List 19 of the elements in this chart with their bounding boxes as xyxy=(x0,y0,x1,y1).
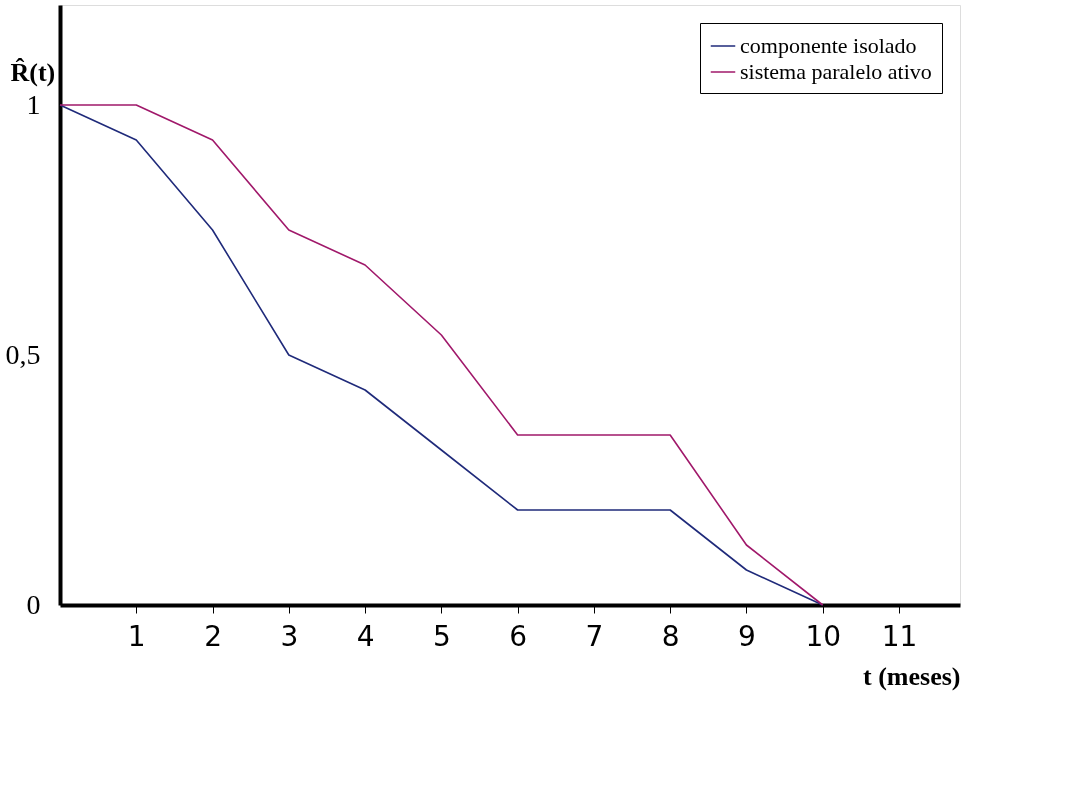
x-tick-label: 1 xyxy=(127,619,146,653)
x-tick-label: 6 xyxy=(509,619,528,653)
x-axis-title: t (meses) xyxy=(863,661,961,691)
y-axis-title: R̂(t) xyxy=(10,57,56,87)
x-tick-label: 2 xyxy=(204,619,222,653)
x-tick-label: 5 xyxy=(432,619,451,653)
x-tick-label: 4 xyxy=(356,619,375,653)
x-tick-label: 11 xyxy=(881,619,918,653)
x-tick-label: 10 xyxy=(805,619,842,653)
legend-label: componente isolado xyxy=(740,33,917,58)
line-series xyxy=(59,104,824,606)
legend-label: sistema paralelo ativo xyxy=(740,59,932,84)
y-tick-label: 1 xyxy=(26,88,41,120)
y-tick-label: 0,5 xyxy=(5,338,41,370)
x-tick-label: 7 xyxy=(585,619,604,653)
x-tick-label: 8 xyxy=(661,619,680,653)
y-tick-label: 0 xyxy=(26,588,41,620)
x-tick-label: 3 xyxy=(280,619,299,653)
x-tick-label: 9 xyxy=(738,619,756,653)
